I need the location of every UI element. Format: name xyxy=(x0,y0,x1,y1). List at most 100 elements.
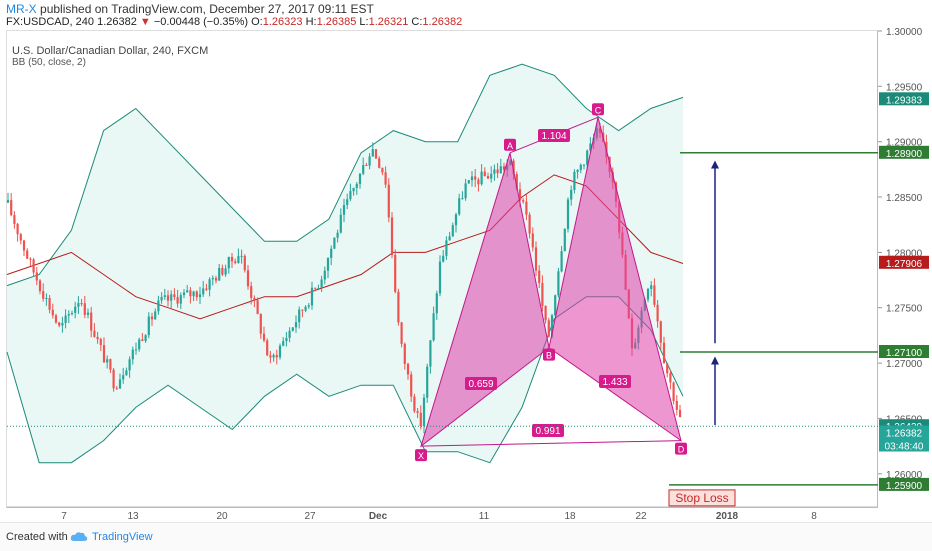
candle-body xyxy=(566,199,570,229)
candle-body xyxy=(518,189,522,201)
candle-body xyxy=(330,248,333,258)
candle-body xyxy=(538,270,541,283)
candle-body xyxy=(358,173,362,184)
candle-body xyxy=(563,229,566,252)
time-axis-label: 7 xyxy=(61,511,67,522)
candle-body xyxy=(237,256,240,263)
candle-body xyxy=(214,278,218,281)
candle-body xyxy=(522,200,525,202)
candle-body xyxy=(250,286,253,298)
candle-body xyxy=(234,261,237,263)
candle-body xyxy=(371,149,374,157)
pattern-xd-line xyxy=(420,440,682,447)
candle-body xyxy=(102,345,106,363)
candle-body xyxy=(397,291,400,323)
candle-body xyxy=(582,164,586,166)
price-axis-value-badge xyxy=(879,255,929,269)
candle-body xyxy=(480,171,483,185)
candle-body xyxy=(490,173,493,179)
created-with-text: Created with xyxy=(6,531,68,543)
candle-body xyxy=(451,225,454,237)
candle-body xyxy=(323,270,326,280)
candle-body xyxy=(483,171,486,176)
candle-body xyxy=(118,379,122,389)
price-axis-level-text: 1.25900 xyxy=(886,481,923,492)
price-axis-value-badge xyxy=(879,438,929,452)
candle-body xyxy=(669,373,672,383)
candle-body xyxy=(16,223,19,235)
candle-body xyxy=(163,295,166,297)
candle-body xyxy=(675,401,678,410)
candle-body xyxy=(474,176,477,180)
candle-body xyxy=(86,312,90,315)
candle-body xyxy=(653,285,656,305)
candle-body xyxy=(512,160,515,175)
pattern-ratio-label: 1.433 xyxy=(602,377,627,388)
price-axis-label: 1.26000 xyxy=(886,470,923,481)
footer-bar: Created with TradingView xyxy=(0,522,932,551)
candle-body xyxy=(461,198,464,200)
candle-body xyxy=(83,303,86,315)
candle-body xyxy=(96,336,99,340)
candle-body xyxy=(314,287,317,289)
price-axis-label: 1.27000 xyxy=(886,359,923,370)
down-arrow-icon: ▼ xyxy=(139,16,151,28)
candle-body xyxy=(573,171,576,190)
candle-body xyxy=(320,279,323,288)
candle-body xyxy=(208,279,211,290)
candle-body xyxy=(438,261,442,294)
pattern-point-x-label: X xyxy=(418,451,424,461)
candle-body xyxy=(560,251,563,272)
publish-header: MR-X published on TradingView.com, Decem… xyxy=(6,2,374,16)
candle-body xyxy=(646,288,650,300)
candle-body xyxy=(346,199,349,205)
candle-body xyxy=(35,272,38,281)
candle-body xyxy=(186,290,189,293)
bollinger-upper-line xyxy=(6,63,684,287)
candle-body xyxy=(134,349,138,351)
candle-body xyxy=(19,234,22,241)
candle-body xyxy=(22,240,26,251)
candle-body xyxy=(557,271,560,296)
candle-body xyxy=(147,316,150,336)
candle-body xyxy=(198,294,202,298)
candle-body xyxy=(554,295,557,316)
candle-body xyxy=(77,303,80,307)
candle-body xyxy=(278,345,282,358)
low-value: 1.26321 xyxy=(368,16,409,28)
candle-body xyxy=(173,294,176,298)
candle-body xyxy=(458,198,461,215)
pattern-ratio-badge xyxy=(599,375,631,388)
candle-body xyxy=(381,167,384,173)
candle-body xyxy=(10,200,13,216)
candle-body xyxy=(550,315,554,337)
candle-body xyxy=(496,169,499,174)
time-axis-label: 8 xyxy=(811,511,817,522)
pattern-point-b-label: B xyxy=(546,351,552,361)
price-axis-value-text: 1.26382 xyxy=(886,429,923,440)
pattern-point-d-label: D xyxy=(678,445,685,455)
price-change: −0.00448 (−0.35%) xyxy=(153,16,249,28)
tradingview-brand[interactable]: TradingView xyxy=(92,531,153,543)
author-link[interactable]: MR-X xyxy=(6,2,37,16)
candle-body xyxy=(154,311,157,320)
candle-body xyxy=(227,256,230,269)
open-value: 1.26323 xyxy=(262,16,303,28)
candle-body xyxy=(160,297,163,301)
pattern-bcd-triangle xyxy=(548,117,682,442)
price-axis-value-badge xyxy=(879,425,929,439)
price-chart[interactable]: XABCD0.6591.1041.4330.9911.289001.271001… xyxy=(0,0,932,522)
candle-body xyxy=(378,158,381,168)
target-arrow-1-head xyxy=(711,356,719,365)
candle-body xyxy=(445,240,448,256)
time-axis-label: 27 xyxy=(304,511,316,522)
candle-body xyxy=(650,285,653,289)
candle-body xyxy=(115,388,118,390)
candle-body xyxy=(477,179,480,185)
candle-body xyxy=(144,335,147,341)
candle-body xyxy=(336,232,339,238)
candle-body xyxy=(269,355,272,358)
candle-body xyxy=(122,375,125,380)
candle-body xyxy=(275,355,278,358)
candle-body xyxy=(266,340,269,356)
